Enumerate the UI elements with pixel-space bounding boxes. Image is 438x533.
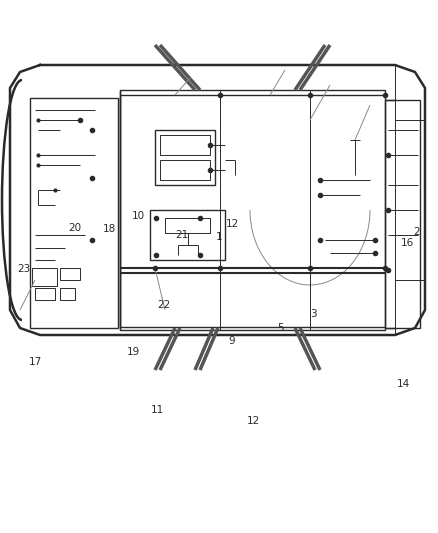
- Bar: [150, 210, 225, 260]
- Text: 10: 10: [131, 211, 145, 221]
- Text: 19: 19: [127, 347, 140, 357]
- Bar: [60, 288, 75, 300]
- Bar: [60, 268, 80, 280]
- Text: 22: 22: [158, 300, 171, 310]
- Bar: [160, 160, 210, 180]
- Text: 20: 20: [68, 223, 81, 233]
- Text: 14: 14: [396, 379, 410, 389]
- Bar: [160, 135, 210, 155]
- Text: 23: 23: [18, 264, 31, 274]
- Bar: [35, 288, 55, 300]
- Text: 3: 3: [310, 310, 317, 319]
- Text: 5: 5: [277, 323, 284, 333]
- Text: 12: 12: [226, 219, 239, 229]
- Text: 16: 16: [401, 238, 414, 247]
- Bar: [165, 218, 210, 233]
- Bar: [32, 268, 57, 286]
- Text: 18: 18: [103, 224, 116, 234]
- Text: 17: 17: [29, 358, 42, 367]
- Text: 9: 9: [229, 336, 236, 346]
- Bar: [30, 98, 118, 328]
- Text: 11: 11: [151, 406, 164, 415]
- Text: 1: 1: [215, 232, 223, 242]
- Bar: [385, 100, 420, 328]
- Bar: [120, 90, 385, 330]
- Text: 2: 2: [413, 227, 420, 237]
- Bar: [155, 130, 215, 185]
- Text: 21: 21: [175, 230, 188, 239]
- Text: 12: 12: [247, 416, 260, 426]
